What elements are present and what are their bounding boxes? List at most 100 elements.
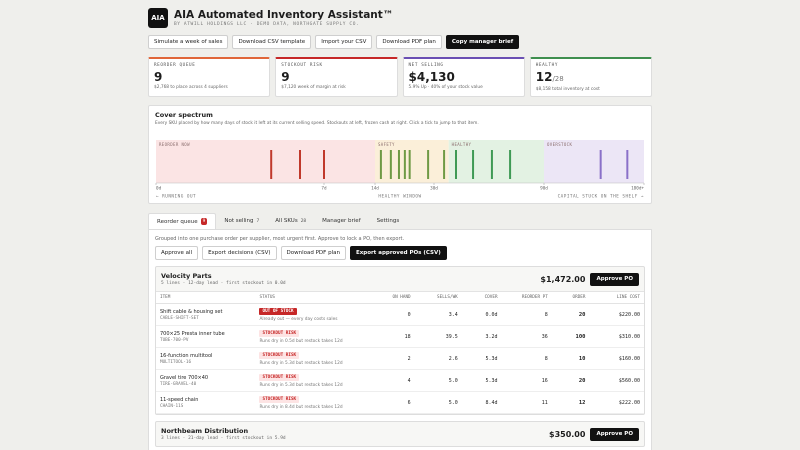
cell-reorder-pt: 36 <box>501 325 552 348</box>
item-name: Gravel tire 700×40 <box>160 374 209 381</box>
toolbar-button[interactable]: Download CSV template <box>232 35 312 49</box>
cell-reorder-pt: 16 <box>501 369 552 392</box>
zone <box>156 140 375 183</box>
item-name: 16-function multitool <box>160 352 213 359</box>
kpi-cards: REORDER QUEUE 9 $2,768 to place across 4 s… <box>148 57 652 97</box>
cell-order: 20 <box>551 369 590 392</box>
toolbar-button[interactable]: Download PDF plan <box>376 35 442 49</box>
axis-tick-label: 14d <box>371 186 379 192</box>
action-button[interactable]: Export decisions (CSV) <box>202 246 277 260</box>
zone-label: SAFETY <box>378 142 395 147</box>
cell-order: 20 <box>551 303 590 326</box>
kpi-note: $7,120 week of margin at risk <box>281 85 346 90</box>
spectrum-caption: HEALTHY WINDOW <box>378 194 421 200</box>
line-row: Shift cable & housing set CABLE-SHIFT-SET… <box>156 303 644 326</box>
tab[interactable]: Manager brief <box>314 213 368 229</box>
sku-tick[interactable] <box>455 150 457 179</box>
line-row: Gravel tire 700×40 TIRE-GRAVEL-40 STOCKOUT… <box>156 369 644 392</box>
item-cell: Shift cable & housing set CABLE-SHIFT-SET <box>156 303 256 326</box>
tab[interactable]: Reorder queue 9 <box>148 213 217 229</box>
cell-reorder-pt: 11 <box>501 391 552 414</box>
tab-label: Manager brief <box>322 218 361 224</box>
sku-tick[interactable] <box>472 150 475 179</box>
item-cell: 11-speed chain CHAIN-11S <box>156 391 256 414</box>
queue-actions: Approve all Export decisions (CSV) Downloa… <box>155 246 645 260</box>
line-table: ITEM STATUS ON HAND SELLS/WK COVER REORDER PT… <box>156 291 644 414</box>
status-cell: STOCKOUT RISK Runs dry in 0.5d but restoc… <box>255 325 382 348</box>
kpi-label: STOCKOUT RISK <box>281 63 323 68</box>
sku-tick[interactable] <box>490 150 493 179</box>
sku-tick[interactable] <box>270 150 273 179</box>
tab[interactable]: All SKUs 28 <box>267 213 314 229</box>
sku-tick[interactable] <box>443 150 446 179</box>
zone <box>375 140 449 183</box>
zone-label: REORDER NOW <box>159 142 190 147</box>
sku-tick[interactable] <box>408 150 411 179</box>
tab[interactable]: Not selling 7 <box>216 213 267 229</box>
supplier-group: Northbeam Distribution 3 lines · 21-day l… <box>155 421 645 447</box>
kpi-number: $4,130 <box>408 70 455 84</box>
cell-reorder-pt: 8 <box>501 303 552 326</box>
sku-tick[interactable] <box>626 150 629 179</box>
sku-tick[interactable] <box>379 150 382 179</box>
status-pill: STOCKOUT RISK <box>259 373 300 381</box>
sku-tick[interactable] <box>599 150 602 179</box>
column-header: ON HAND <box>381 291 415 304</box>
column-header: COVER <box>461 291 502 304</box>
supplier-name: Northbeam Distribution <box>161 427 249 435</box>
status-pill: STOCKOUT RISK <box>259 395 300 403</box>
kpi-note: $2,768 to place across 4 suppliers <box>154 85 228 90</box>
item-name: Shift cable & housing set <box>160 308 223 315</box>
zone-label: HEALTHY <box>452 142 472 147</box>
cell-line-cost: $560.00 <box>589 369 644 392</box>
toolbar-button[interactable]: Import your CSV <box>315 35 373 49</box>
sku-tick[interactable] <box>299 150 301 179</box>
header-row: ITEM STATUS ON HAND SELLS/WK COVER REORDER PT… <box>156 291 644 304</box>
kpi-card: NET SELLING $4,130 5.9% Up · 40% of your s… <box>402 57 525 97</box>
cell-order: 10 <box>551 347 590 370</box>
main-column: AIA AIA Automated Inventory Assistant™ B… <box>148 0 652 450</box>
zone-label: OVERSTOCK <box>547 142 572 147</box>
status-note: Runs dry in 5.3d but restock takes 12d <box>259 382 343 388</box>
cell-reorder-pt: 8 <box>501 347 552 370</box>
action-button[interactable]: Export approved POs (CSV) <box>349 246 447 260</box>
toolbar-button[interactable]: Copy manager brief <box>445 35 520 49</box>
approve-button[interactable]: Approve PO <box>590 427 639 441</box>
logo: AIA <box>148 8 168 28</box>
line-row: 16-function multitool MULTITOOL-16 STOCKOU… <box>156 347 644 370</box>
status-note: Runs dry in 0.5d but restock takes 12d <box>259 338 343 344</box>
column-header: SELLS/WK <box>414 291 462 304</box>
item-name: 11-speed chain <box>160 396 199 403</box>
sku-tick[interactable] <box>323 150 325 179</box>
axis-tick-label: 180d+ <box>631 186 644 192</box>
sku-tick[interactable] <box>509 150 512 179</box>
sku-tick[interactable] <box>427 150 430 179</box>
cell-order: 100 <box>551 325 590 348</box>
spectrum-caption: ← RUNNING OUT <box>156 194 196 200</box>
action-button[interactable]: Approve all <box>155 246 199 260</box>
cell-cover: 5.3d <box>461 369 502 392</box>
sku-tick[interactable] <box>397 150 400 179</box>
group-header: Velocity Parts 5 lines · 12-day lead · fi… <box>156 267 644 291</box>
spectrum-title: Cover spectrum <box>155 111 213 119</box>
column-header: STATUS <box>255 291 382 304</box>
item-cell: 16-function multitool MULTITOOL-16 <box>156 347 256 370</box>
cell-sells-wk: 5.0 <box>414 391 462 414</box>
sku-tick[interactable] <box>389 150 392 179</box>
action-button[interactable]: Download PDF plan <box>280 246 346 260</box>
kpi-value: 9 <box>154 70 264 84</box>
sku-tick[interactable] <box>403 150 406 179</box>
group-total: $350.00 <box>549 429 586 439</box>
item-name: 700×25 Presta inner tube <box>160 330 225 337</box>
tab-count: 28 <box>300 218 307 224</box>
reorder-panel: Grouped into one purchase order per supp… <box>148 229 652 450</box>
approve-button[interactable]: Approve PO <box>590 272 639 286</box>
item-sku: TIRE-GRAVEL-40 <box>160 381 197 387</box>
kpi-card: STOCKOUT RISK 9 $7,120 week of margin at r… <box>275 57 398 97</box>
tab[interactable]: Settings <box>369 213 408 229</box>
axis-tick-label: 7d <box>321 186 327 192</box>
tab-label: All SKUs <box>275 218 298 224</box>
toolbar-button[interactable]: Simulate a week of sales <box>148 35 229 49</box>
kpi-value: $4,130 <box>409 70 519 84</box>
